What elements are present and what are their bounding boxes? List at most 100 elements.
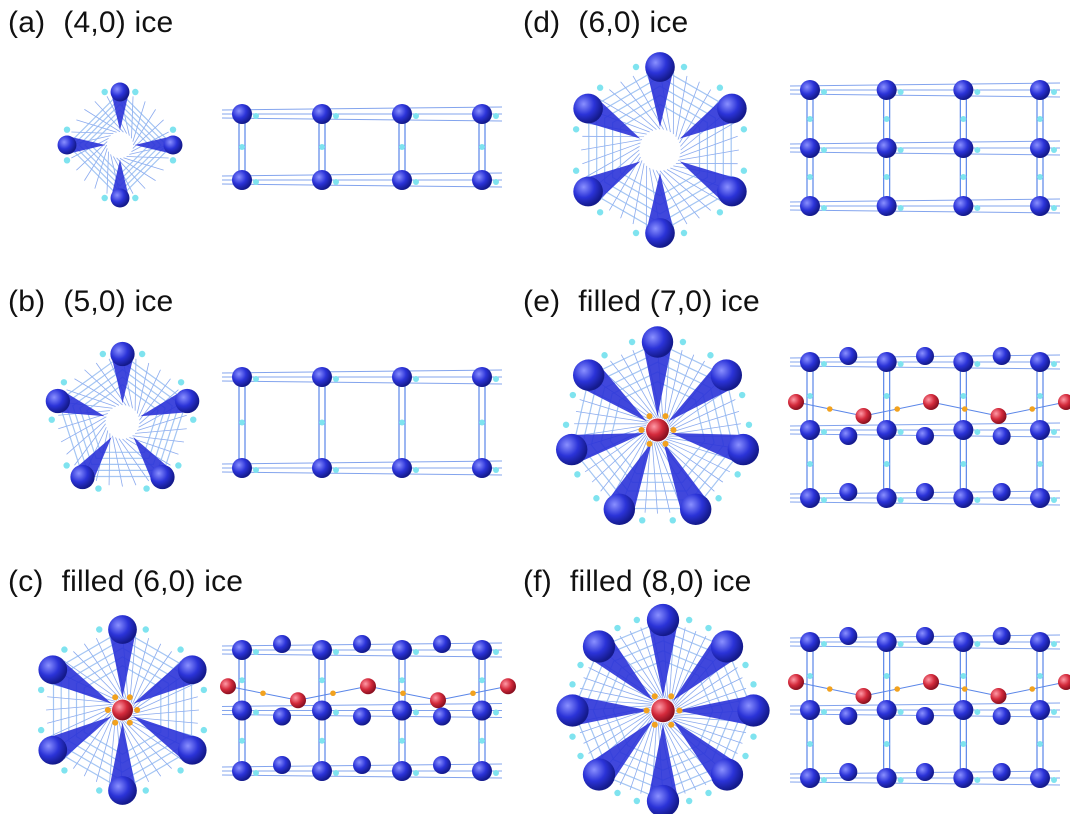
filler-hydrogen [676,707,683,714]
hydrogen-atom [1037,116,1043,122]
oxygen-atom [108,615,137,644]
hydrogen-atom [479,419,485,426]
hydrogen-atom [633,616,641,624]
hydrogen-atom [974,147,981,153]
oxygen-atom [312,170,332,190]
oxygen-atom [1030,632,1050,652]
oxygen-atom [353,707,371,726]
oxygen-atom [312,458,332,478]
oxygen-column [110,92,130,131]
hydrogen-atom [974,709,981,715]
hydrogen-atom [493,467,499,473]
hydrogen-atom [1051,205,1057,211]
hydrogen-atom [821,709,827,715]
oxygen-atom [573,93,603,124]
oxygen-column [676,695,754,726]
panel-b-label: (5,0) ice [63,285,174,318]
hydrogen-atom [897,709,904,715]
panel-c-tag: (c) [8,565,44,598]
oxygen-atom [916,483,934,501]
hydrogen-atom [960,393,967,399]
filler-oxygen [430,692,446,709]
filler-hydrogen [643,707,650,714]
hydrogen-atom [1051,89,1057,95]
oxygen-column [110,159,130,198]
hydrogen-atom [960,116,967,122]
hydrogen-atom [680,63,688,71]
oxygen-atom [953,196,974,216]
oxygen-atom [679,493,712,525]
oxygen-atom [177,655,207,685]
oxygen-atom [953,700,974,720]
panel-e-label: filled (7,0) ice [578,285,760,318]
hydrogen-atom [413,467,419,473]
hydrogen-atom [142,626,149,633]
hydrogen-atom [37,686,45,694]
panel-b-side-view [221,367,503,478]
oxygen-atom [916,707,934,725]
hydrogen-atom [974,361,981,367]
hydrogen-atom [333,709,339,716]
hydrogen-atom [897,641,904,647]
hydrogen-atom [821,777,827,783]
oxygen-atom [876,768,897,788]
oxygen-atom [38,655,68,685]
hydrogen-atom [96,787,103,794]
hydrogen-atom [705,789,712,797]
oxygen-atom [992,347,1011,365]
hydrogen-atom [807,116,813,122]
hydrogen-atom [239,737,245,744]
hydrogen-atom [685,616,693,624]
hydrogen-atom [569,391,577,399]
oxygen-column [67,135,106,155]
oxygen-atom [839,427,858,445]
oxygen-atom [108,776,137,805]
hydrogen-atom [740,126,748,133]
panel-c-title: (c) filled (6,0) ice [8,565,243,599]
hollow-core [107,406,138,438]
oxygen-atom [1030,420,1050,440]
bond-network [789,82,1061,214]
hydrogen-atom [740,167,748,174]
hydrogen-atom [669,517,676,524]
oxygen-column [647,724,679,801]
oxygen-atom [70,464,95,490]
oxygen-atom [312,761,332,781]
hydrogen-atom [960,174,967,180]
hydrogen-atom [333,467,339,473]
hydrogen-atom [742,661,749,669]
oxygen-column [645,67,675,128]
panel-f-tag: (f) [523,565,552,598]
hydrogen-atom [974,777,981,783]
hydrogen-atom [61,646,68,653]
filler-hydrogen [651,693,658,700]
oxygen-atom [472,170,492,190]
hydrogen-atom [572,167,580,174]
hydrogen-atom [319,737,325,744]
filler-hydrogen [668,721,675,728]
oxygen-atom [876,700,897,720]
hydrogen-atom [63,126,71,133]
panel-f-title: (f) filled (8,0) ice [523,565,752,599]
oxygen-atom [1030,768,1050,788]
hydrogen-atom [1051,429,1057,435]
filler-hydrogen [260,690,266,697]
filler-oxygen [1058,394,1070,410]
filler-hydrogen [112,694,119,701]
filler-oxygen [646,418,669,442]
hydrogen-atom [614,624,621,632]
hydrogen-atom [1037,393,1043,399]
filler-hydrogen [112,719,119,726]
hydrogen-atom [143,485,150,492]
hydrogen-atom [99,350,107,358]
oxygen-atom [953,138,974,158]
hydrogen-atom [897,777,904,783]
panel-b-tag: (b) [8,285,46,318]
oxygen-atom [953,420,974,440]
hydrogen-atom [169,126,177,133]
hydrogen-atom [821,205,827,211]
filler-hydrogen [1029,406,1036,412]
oxygen-atom [232,761,252,781]
panel-a-side-view [221,104,503,190]
filler-oxygen [360,678,376,695]
